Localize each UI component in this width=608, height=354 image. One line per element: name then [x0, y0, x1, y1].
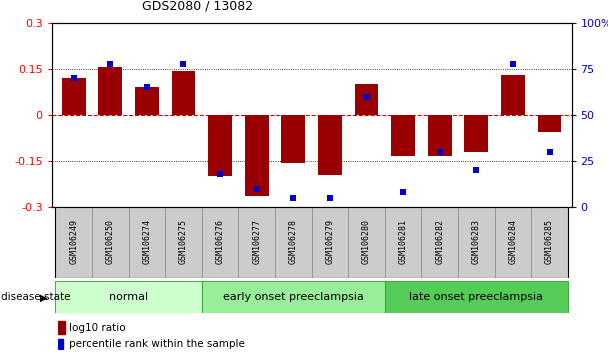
Bar: [501, 75, 525, 115]
Point: [325, 195, 335, 201]
Bar: [421, 207, 458, 278]
Point: [252, 186, 261, 192]
Point: [362, 94, 371, 99]
Bar: [135, 87, 159, 115]
Bar: [171, 70, 195, 115]
Text: GDS2080 / 13082: GDS2080 / 13082: [142, 0, 253, 12]
Text: log10 ratio: log10 ratio: [69, 322, 125, 332]
Bar: [165, 207, 202, 278]
Bar: [62, 78, 86, 115]
Bar: [275, 207, 311, 278]
Bar: [495, 207, 531, 278]
Text: disease state: disease state: [1, 292, 70, 302]
Text: normal: normal: [109, 292, 148, 302]
Bar: [348, 207, 385, 278]
Point: [471, 167, 481, 173]
Text: GSM106274: GSM106274: [142, 218, 151, 264]
Bar: [92, 207, 128, 278]
Bar: [428, 115, 452, 156]
Bar: [202, 281, 385, 313]
Bar: [98, 68, 122, 115]
Text: GSM106277: GSM106277: [252, 218, 261, 264]
Point: [179, 61, 188, 66]
Point: [508, 61, 518, 66]
Bar: [128, 207, 165, 278]
Text: GSM106276: GSM106276: [216, 218, 224, 264]
Bar: [318, 115, 342, 175]
Bar: [55, 207, 92, 278]
Bar: [58, 321, 64, 334]
Bar: [282, 115, 305, 162]
Text: early onset preeclampsia: early onset preeclampsia: [223, 292, 364, 302]
Bar: [458, 207, 495, 278]
Text: ▶: ▶: [40, 292, 47, 302]
Text: GSM106285: GSM106285: [545, 218, 554, 264]
Bar: [531, 207, 568, 278]
Point: [142, 85, 152, 90]
Bar: [537, 115, 561, 132]
Bar: [311, 207, 348, 278]
Text: GSM106282: GSM106282: [435, 218, 444, 264]
Bar: [465, 115, 488, 152]
Text: late onset preeclampsia: late onset preeclampsia: [409, 292, 544, 302]
Text: GSM106284: GSM106284: [508, 218, 517, 264]
Point: [398, 189, 408, 195]
Text: GSM106279: GSM106279: [325, 218, 334, 264]
Text: GSM106281: GSM106281: [399, 218, 407, 264]
Bar: [385, 207, 421, 278]
Bar: [391, 115, 415, 156]
Text: GSM106278: GSM106278: [289, 218, 298, 264]
Point: [215, 171, 225, 177]
Bar: [245, 115, 269, 196]
Text: GSM106250: GSM106250: [106, 218, 115, 264]
Point: [69, 75, 78, 81]
Point: [545, 149, 554, 155]
Point: [288, 195, 298, 201]
Point: [435, 149, 444, 155]
Bar: [202, 207, 238, 278]
Bar: [354, 84, 378, 115]
Bar: [55, 281, 202, 313]
Text: GSM106283: GSM106283: [472, 218, 481, 264]
Bar: [58, 339, 63, 349]
Text: GSM106280: GSM106280: [362, 218, 371, 264]
Text: GSM106249: GSM106249: [69, 218, 78, 264]
Bar: [385, 281, 568, 313]
Text: percentile rank within the sample: percentile rank within the sample: [69, 339, 244, 349]
Bar: [208, 115, 232, 176]
Text: GSM106275: GSM106275: [179, 218, 188, 264]
Bar: [238, 207, 275, 278]
Point: [105, 61, 115, 66]
